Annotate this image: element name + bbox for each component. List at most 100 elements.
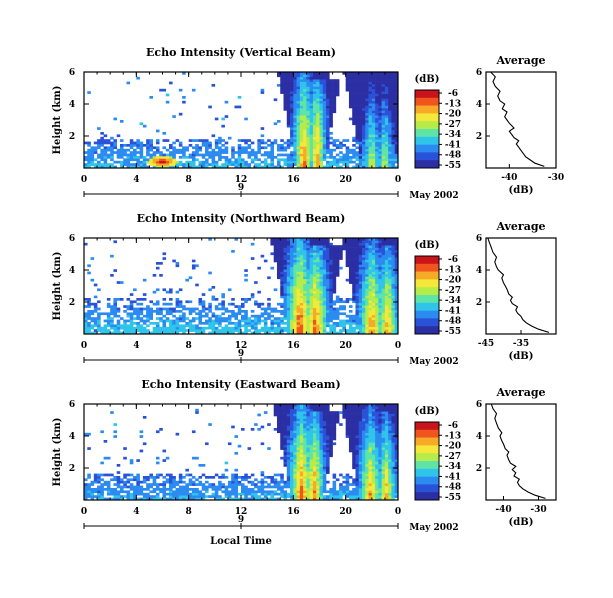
echo-cell — [309, 158, 314, 162]
echo-cell — [303, 454, 307, 458]
echo-cell — [224, 319, 229, 323]
echo-cell — [290, 447, 294, 450]
echo-cell — [260, 146, 265, 150]
echo-cell — [345, 148, 350, 152]
echo-cell — [378, 312, 382, 316]
echo-cell — [345, 146, 350, 150]
echo-cell — [384, 120, 389, 123]
echo-cell — [352, 112, 356, 116]
echo-cell — [381, 322, 386, 325]
echo-cell — [381, 98, 386, 102]
echo-cell — [303, 262, 307, 265]
echo-cell — [119, 151, 124, 154]
echo-cell — [283, 485, 288, 489]
echo-cell — [293, 120, 297, 123]
echo-cell — [381, 264, 386, 268]
echo-cell — [257, 139, 261, 142]
echo-cell — [126, 495, 131, 498]
echo-cell — [381, 156, 386, 159]
echo-cell — [100, 329, 104, 332]
echo-cell — [326, 238, 330, 241]
echo-cell — [182, 314, 186, 318]
echo-cell — [273, 252, 278, 256]
echo-cell — [299, 269, 304, 272]
echo-cell — [290, 250, 294, 253]
echo-cell — [276, 163, 281, 166]
echo-cell — [355, 326, 360, 330]
echo-cell — [260, 88, 265, 92]
echo-cell — [119, 478, 124, 482]
echo-cell — [241, 490, 245, 494]
echo-cell — [136, 497, 140, 501]
echo-cell — [293, 437, 297, 441]
echo-cell — [319, 122, 324, 126]
echo-cell — [123, 490, 127, 494]
echo-cell — [312, 459, 317, 462]
echo-cell — [329, 96, 333, 99]
echo-cell — [362, 110, 366, 114]
echo-cell — [224, 151, 229, 154]
echo-cell — [384, 257, 389, 260]
echo-cell — [375, 329, 379, 332]
echo-cell — [273, 473, 278, 477]
echo-cell — [312, 151, 317, 154]
avg-y-tick-label: 6 — [476, 68, 482, 78]
echo-cell — [306, 139, 310, 142]
echo-cell — [87, 314, 91, 318]
echo-cell — [362, 271, 366, 275]
echo-cell — [172, 314, 176, 318]
echo-cell — [329, 317, 333, 320]
echo-cell — [312, 324, 317, 328]
echo-cell — [273, 478, 278, 482]
echo-cell — [87, 302, 91, 306]
echo-cell — [169, 480, 173, 484]
echo-cell — [293, 259, 297, 263]
echo-cell — [290, 404, 294, 407]
echo-cell — [352, 322, 356, 325]
echo-cell — [381, 129, 386, 133]
echo-cell — [155, 456, 160, 460]
echo-cell — [368, 132, 373, 135]
echo-cell — [136, 326, 140, 330]
echo-cell — [178, 156, 183, 159]
echo-cell — [286, 322, 291, 325]
echo-cell — [149, 476, 153, 479]
echo-cell — [312, 423, 317, 426]
echo-cell — [191, 488, 196, 491]
echo-cell — [126, 153, 131, 157]
echo-cell — [276, 302, 281, 306]
echo-cell — [231, 476, 235, 479]
echo-cell — [133, 158, 137, 162]
echo-cell — [312, 490, 317, 494]
echo-cell — [371, 262, 376, 265]
echo-cell — [303, 76, 307, 80]
echo-cell — [309, 238, 314, 241]
echo-cell — [352, 238, 356, 241]
echo-cell — [221, 156, 225, 159]
echo-cell — [191, 259, 196, 263]
echo-cell — [283, 84, 288, 87]
echo-cell — [162, 132, 167, 135]
echo-cell — [191, 153, 196, 157]
echo-cell — [322, 136, 327, 140]
echo-cell — [296, 144, 301, 147]
echo-cell — [299, 132, 304, 135]
echo-cell — [303, 307, 307, 311]
echo-cell — [296, 411, 301, 414]
echo-cell — [378, 262, 382, 265]
echo-cell — [388, 81, 392, 85]
heatmap-cells — [84, 404, 399, 501]
echo-cell — [106, 331, 111, 335]
echo-cell — [290, 452, 294, 455]
echo-cell — [191, 480, 196, 484]
echo-cell — [326, 276, 330, 280]
echo-cell — [394, 129, 399, 133]
echo-cell — [293, 139, 297, 142]
echo-cell — [309, 278, 314, 282]
echo-cell — [335, 144, 340, 147]
echo-cell — [388, 276, 392, 280]
echo-cell — [169, 298, 173, 301]
echo-cell — [352, 281, 356, 284]
echo-cell — [345, 156, 350, 159]
echo-cell — [352, 286, 356, 289]
